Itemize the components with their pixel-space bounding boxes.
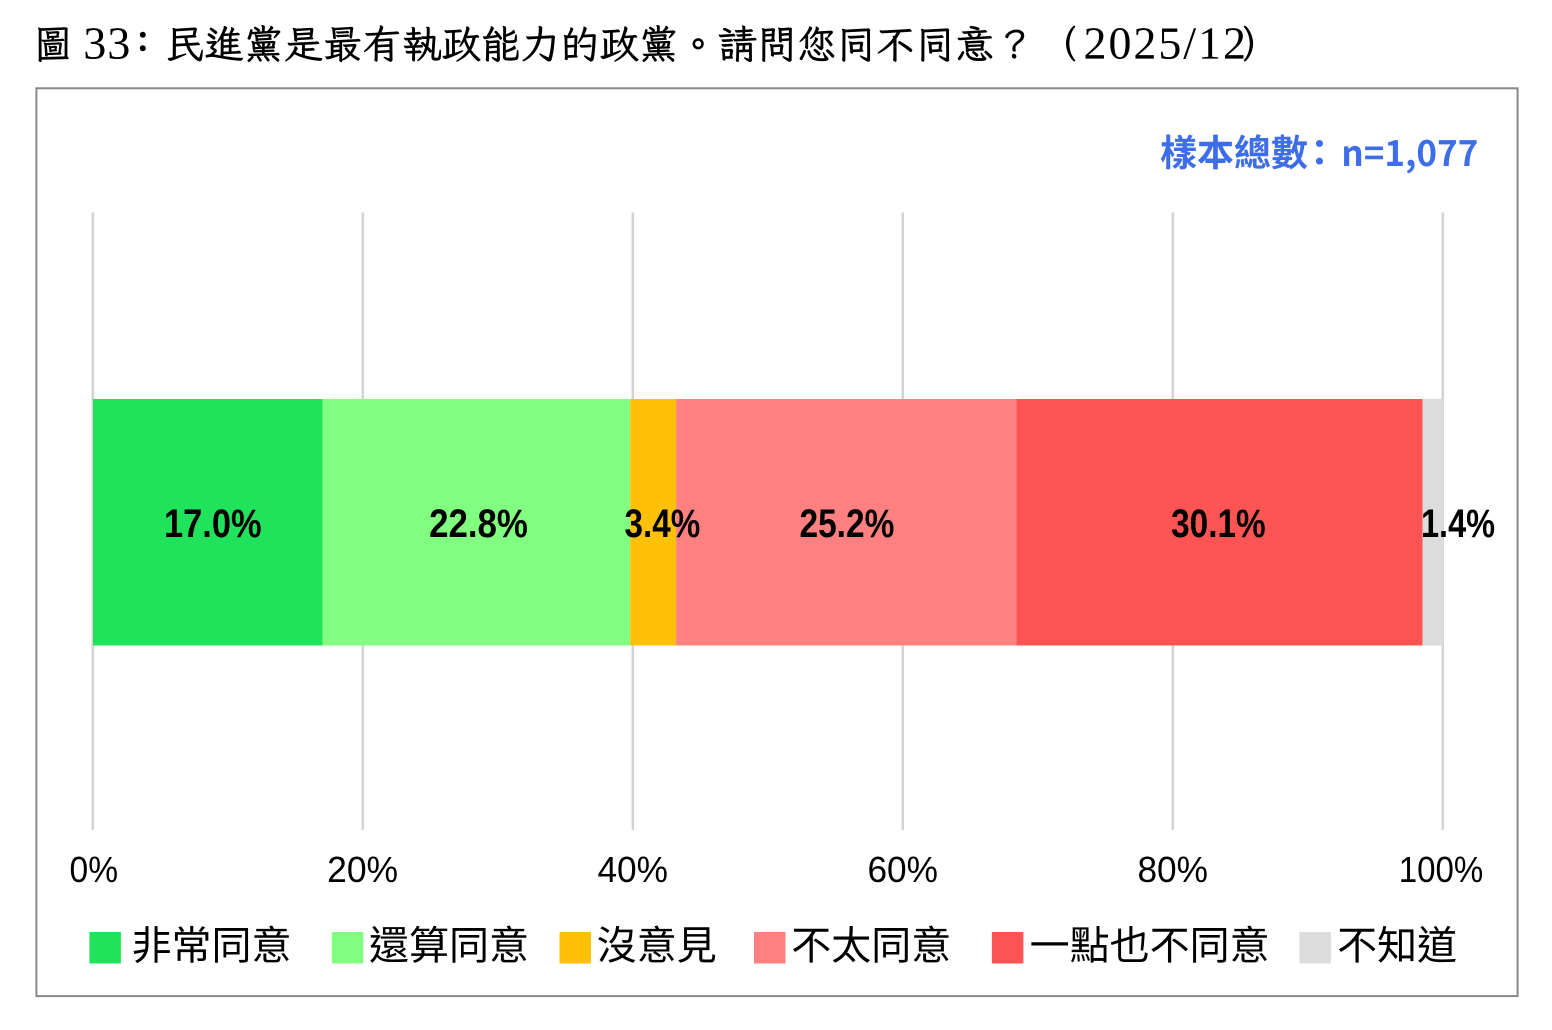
svg-text:3.4%: 3.4%: [625, 502, 701, 546]
svg-text:22.8%: 22.8%: [429, 502, 528, 546]
svg-text:100%: 100%: [1399, 849, 1484, 890]
svg-text:40%: 40%: [597, 849, 668, 890]
svg-text:25.2%: 25.2%: [800, 502, 895, 546]
svg-text:20%: 20%: [327, 849, 398, 890]
svg-text:1.4%: 1.4%: [1421, 502, 1495, 546]
svg-text:17.0%: 17.0%: [164, 502, 262, 546]
svg-text:0%: 0%: [70, 849, 119, 890]
svg-text:30.1%: 30.1%: [1171, 502, 1266, 546]
svg-text:80%: 80%: [1137, 849, 1208, 890]
svg-text:60%: 60%: [867, 849, 938, 890]
